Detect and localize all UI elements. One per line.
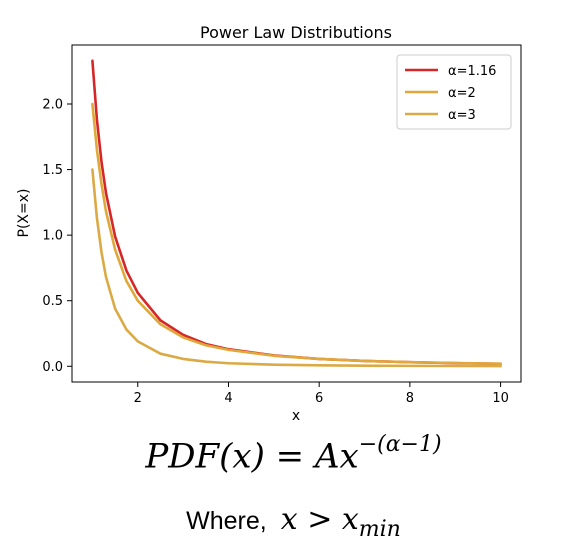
power-law-chart: 2 4 6 8 10 0.0 0.5 1.0 1.5 2.0 Power Law Distrib…	[16, 23, 522, 424]
y-tick-label: 0.5	[42, 294, 63, 309]
where-condition: Where, x > xmin	[0, 502, 587, 542]
x-tick-label: 4	[224, 391, 232, 406]
series-line-2	[91, 102, 502, 365]
legend-label: α=1.16	[448, 64, 496, 79]
y-tick-label: 2.0	[42, 98, 63, 113]
x-axis-label: x	[292, 408, 300, 424]
legend-label: α=3	[448, 108, 476, 123]
where-expression: x > xmin	[280, 502, 401, 542]
pdf-formula: PDF(x) = Ax−(α−1)	[0, 432, 587, 477]
plot-frame	[71, 44, 522, 383]
chart-title: Power Law Distributions	[200, 23, 392, 42]
formula-lhs: PDF(x) = Ax	[145, 436, 359, 477]
where-expr-subscript: min	[358, 517, 401, 542]
x-tick-label: 6	[315, 391, 323, 406]
series-line-3	[91, 168, 502, 368]
where-label: Where,	[186, 507, 267, 535]
formula-exponent: −(α−1)	[358, 432, 442, 457]
legend-box	[396, 54, 512, 130]
where-expr-main: x > x	[280, 502, 359, 537]
legend: α=1.16 α=2 α=3	[396, 54, 512, 130]
x-tick-label: 10	[492, 391, 509, 406]
series-layer	[91, 59, 502, 368]
y-axis-label: P(X=x)	[16, 189, 32, 238]
legend-label: α=2	[448, 86, 476, 101]
y-tick-layer: 0.0 0.5 1.0 1.5 2.0	[42, 98, 72, 375]
legend-entries: α=1.16 α=2 α=3	[405, 64, 496, 123]
x-tick-layer: 2 4 6 8 10	[134, 382, 509, 406]
x-tick-label: 8	[406, 391, 414, 406]
x-tick-label: 2	[134, 391, 142, 406]
y-tick-label: 1.5	[42, 163, 63, 178]
y-tick-label: 0.0	[42, 360, 63, 375]
y-tick-label: 1.0	[42, 229, 63, 244]
